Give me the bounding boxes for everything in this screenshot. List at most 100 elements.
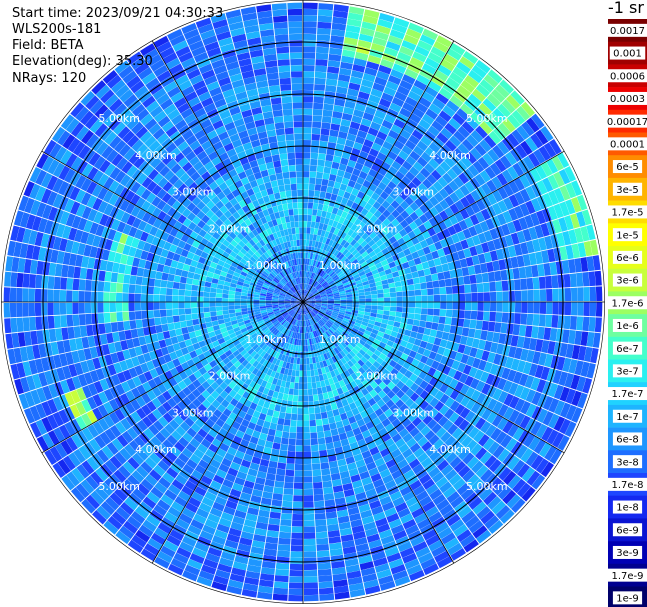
gate-cell bbox=[439, 309, 447, 317]
gate-cell bbox=[326, 292, 333, 296]
gate-cell bbox=[290, 557, 303, 564]
gate-cell bbox=[355, 491, 367, 501]
gate-cell bbox=[354, 362, 362, 370]
gate-cell bbox=[516, 125, 530, 140]
gate-cell bbox=[392, 569, 409, 581]
gate-cell bbox=[394, 474, 406, 486]
gate-cell bbox=[344, 139, 355, 148]
gate-cell bbox=[372, 36, 387, 47]
gate-cell bbox=[158, 373, 168, 384]
gate-cell bbox=[408, 191, 419, 202]
gate-cell bbox=[353, 531, 366, 540]
gate-cell bbox=[347, 435, 357, 445]
gate-cell bbox=[166, 360, 176, 370]
gate-cell bbox=[453, 460, 467, 473]
gate-cell bbox=[81, 399, 92, 413]
gate-cell bbox=[24, 391, 36, 408]
gate-cell bbox=[582, 316, 590, 332]
gate-cell bbox=[104, 322, 112, 334]
gate-cell bbox=[299, 376, 303, 383]
gate-cell bbox=[435, 264, 444, 274]
ray-94 bbox=[10, 225, 303, 302]
gate-cell bbox=[358, 366, 366, 375]
gate-cell bbox=[526, 277, 534, 290]
gate-cell bbox=[324, 499, 336, 507]
gate-cell bbox=[98, 323, 106, 335]
gate-cell bbox=[577, 392, 588, 409]
gate-cell bbox=[325, 312, 332, 316]
gate-cell bbox=[235, 353, 243, 361]
gate-cell bbox=[137, 239, 146, 250]
gate-cell bbox=[169, 227, 179, 237]
gate-cell bbox=[181, 270, 189, 278]
gate-cell bbox=[277, 550, 290, 558]
gate-cell bbox=[377, 293, 384, 298]
gate-cell bbox=[328, 460, 338, 469]
gate-cell bbox=[169, 367, 179, 377]
gate-cell bbox=[368, 94, 381, 104]
gate-cell bbox=[371, 177, 381, 187]
gate-cell bbox=[283, 355, 289, 363]
gate-cell bbox=[428, 217, 438, 227]
gate-cell bbox=[399, 547, 415, 558]
gate-cell bbox=[338, 288, 345, 293]
gate-cell bbox=[77, 242, 86, 256]
gate-cell bbox=[378, 214, 387, 223]
gate-cell bbox=[154, 348, 164, 358]
gate-cell bbox=[334, 214, 341, 223]
gate-cell bbox=[315, 412, 322, 420]
gate-cell bbox=[303, 258, 306, 265]
gate-cell bbox=[254, 286, 262, 291]
gate-cell bbox=[385, 80, 399, 91]
gate-cell bbox=[194, 486, 207, 497]
ray-78 bbox=[52, 302, 303, 478]
gate-cell bbox=[326, 277, 332, 283]
gate-cell bbox=[441, 331, 450, 341]
gate-cell bbox=[250, 350, 258, 358]
gate-cell bbox=[168, 217, 178, 228]
gate-cell bbox=[303, 470, 313, 477]
gate-cell bbox=[44, 370, 54, 385]
gate-cell bbox=[288, 309, 294, 315]
gate-cell bbox=[225, 339, 233, 346]
gate-cell bbox=[240, 492, 252, 501]
gate-cell bbox=[383, 292, 391, 298]
gate-cell bbox=[285, 349, 291, 357]
gate-cell bbox=[373, 338, 381, 346]
gate-cell bbox=[463, 248, 472, 258]
gate-cell bbox=[211, 423, 222, 433]
gate-cell bbox=[546, 288, 553, 302]
gate-cell bbox=[306, 326, 310, 333]
gate-cell bbox=[270, 342, 276, 349]
gate-cell bbox=[369, 364, 378, 373]
gate-cell bbox=[544, 235, 553, 250]
gate-cell bbox=[464, 375, 474, 387]
gate-cell bbox=[91, 453, 105, 467]
gate-cell bbox=[310, 369, 315, 377]
gate-cell bbox=[194, 541, 210, 553]
gate-cell bbox=[11, 332, 20, 348]
gate-cell bbox=[390, 302, 397, 307]
gate-cell bbox=[333, 331, 340, 338]
gate-cell bbox=[344, 100, 356, 109]
gate-cell bbox=[393, 408, 404, 418]
gate-cell bbox=[369, 500, 382, 510]
gate-cell bbox=[182, 570, 198, 582]
gate-cell bbox=[296, 432, 303, 440]
gate-cell bbox=[433, 337, 442, 346]
gate-cell bbox=[127, 539, 144, 554]
gate-cell bbox=[494, 270, 502, 282]
gate-cell bbox=[264, 329, 271, 336]
gate-cell bbox=[284, 314, 290, 320]
gate-cell bbox=[254, 311, 261, 315]
gate-cell bbox=[417, 39, 433, 52]
gate-cell bbox=[185, 314, 193, 321]
gate-cell bbox=[35, 403, 47, 419]
gate-cell bbox=[152, 341, 161, 351]
gate-cell bbox=[41, 417, 53, 433]
gate-cell bbox=[203, 232, 212, 241]
gate-cell bbox=[290, 375, 296, 383]
gate-cell bbox=[385, 364, 394, 373]
gate-cell bbox=[194, 464, 207, 475]
gate-cell bbox=[575, 211, 586, 227]
